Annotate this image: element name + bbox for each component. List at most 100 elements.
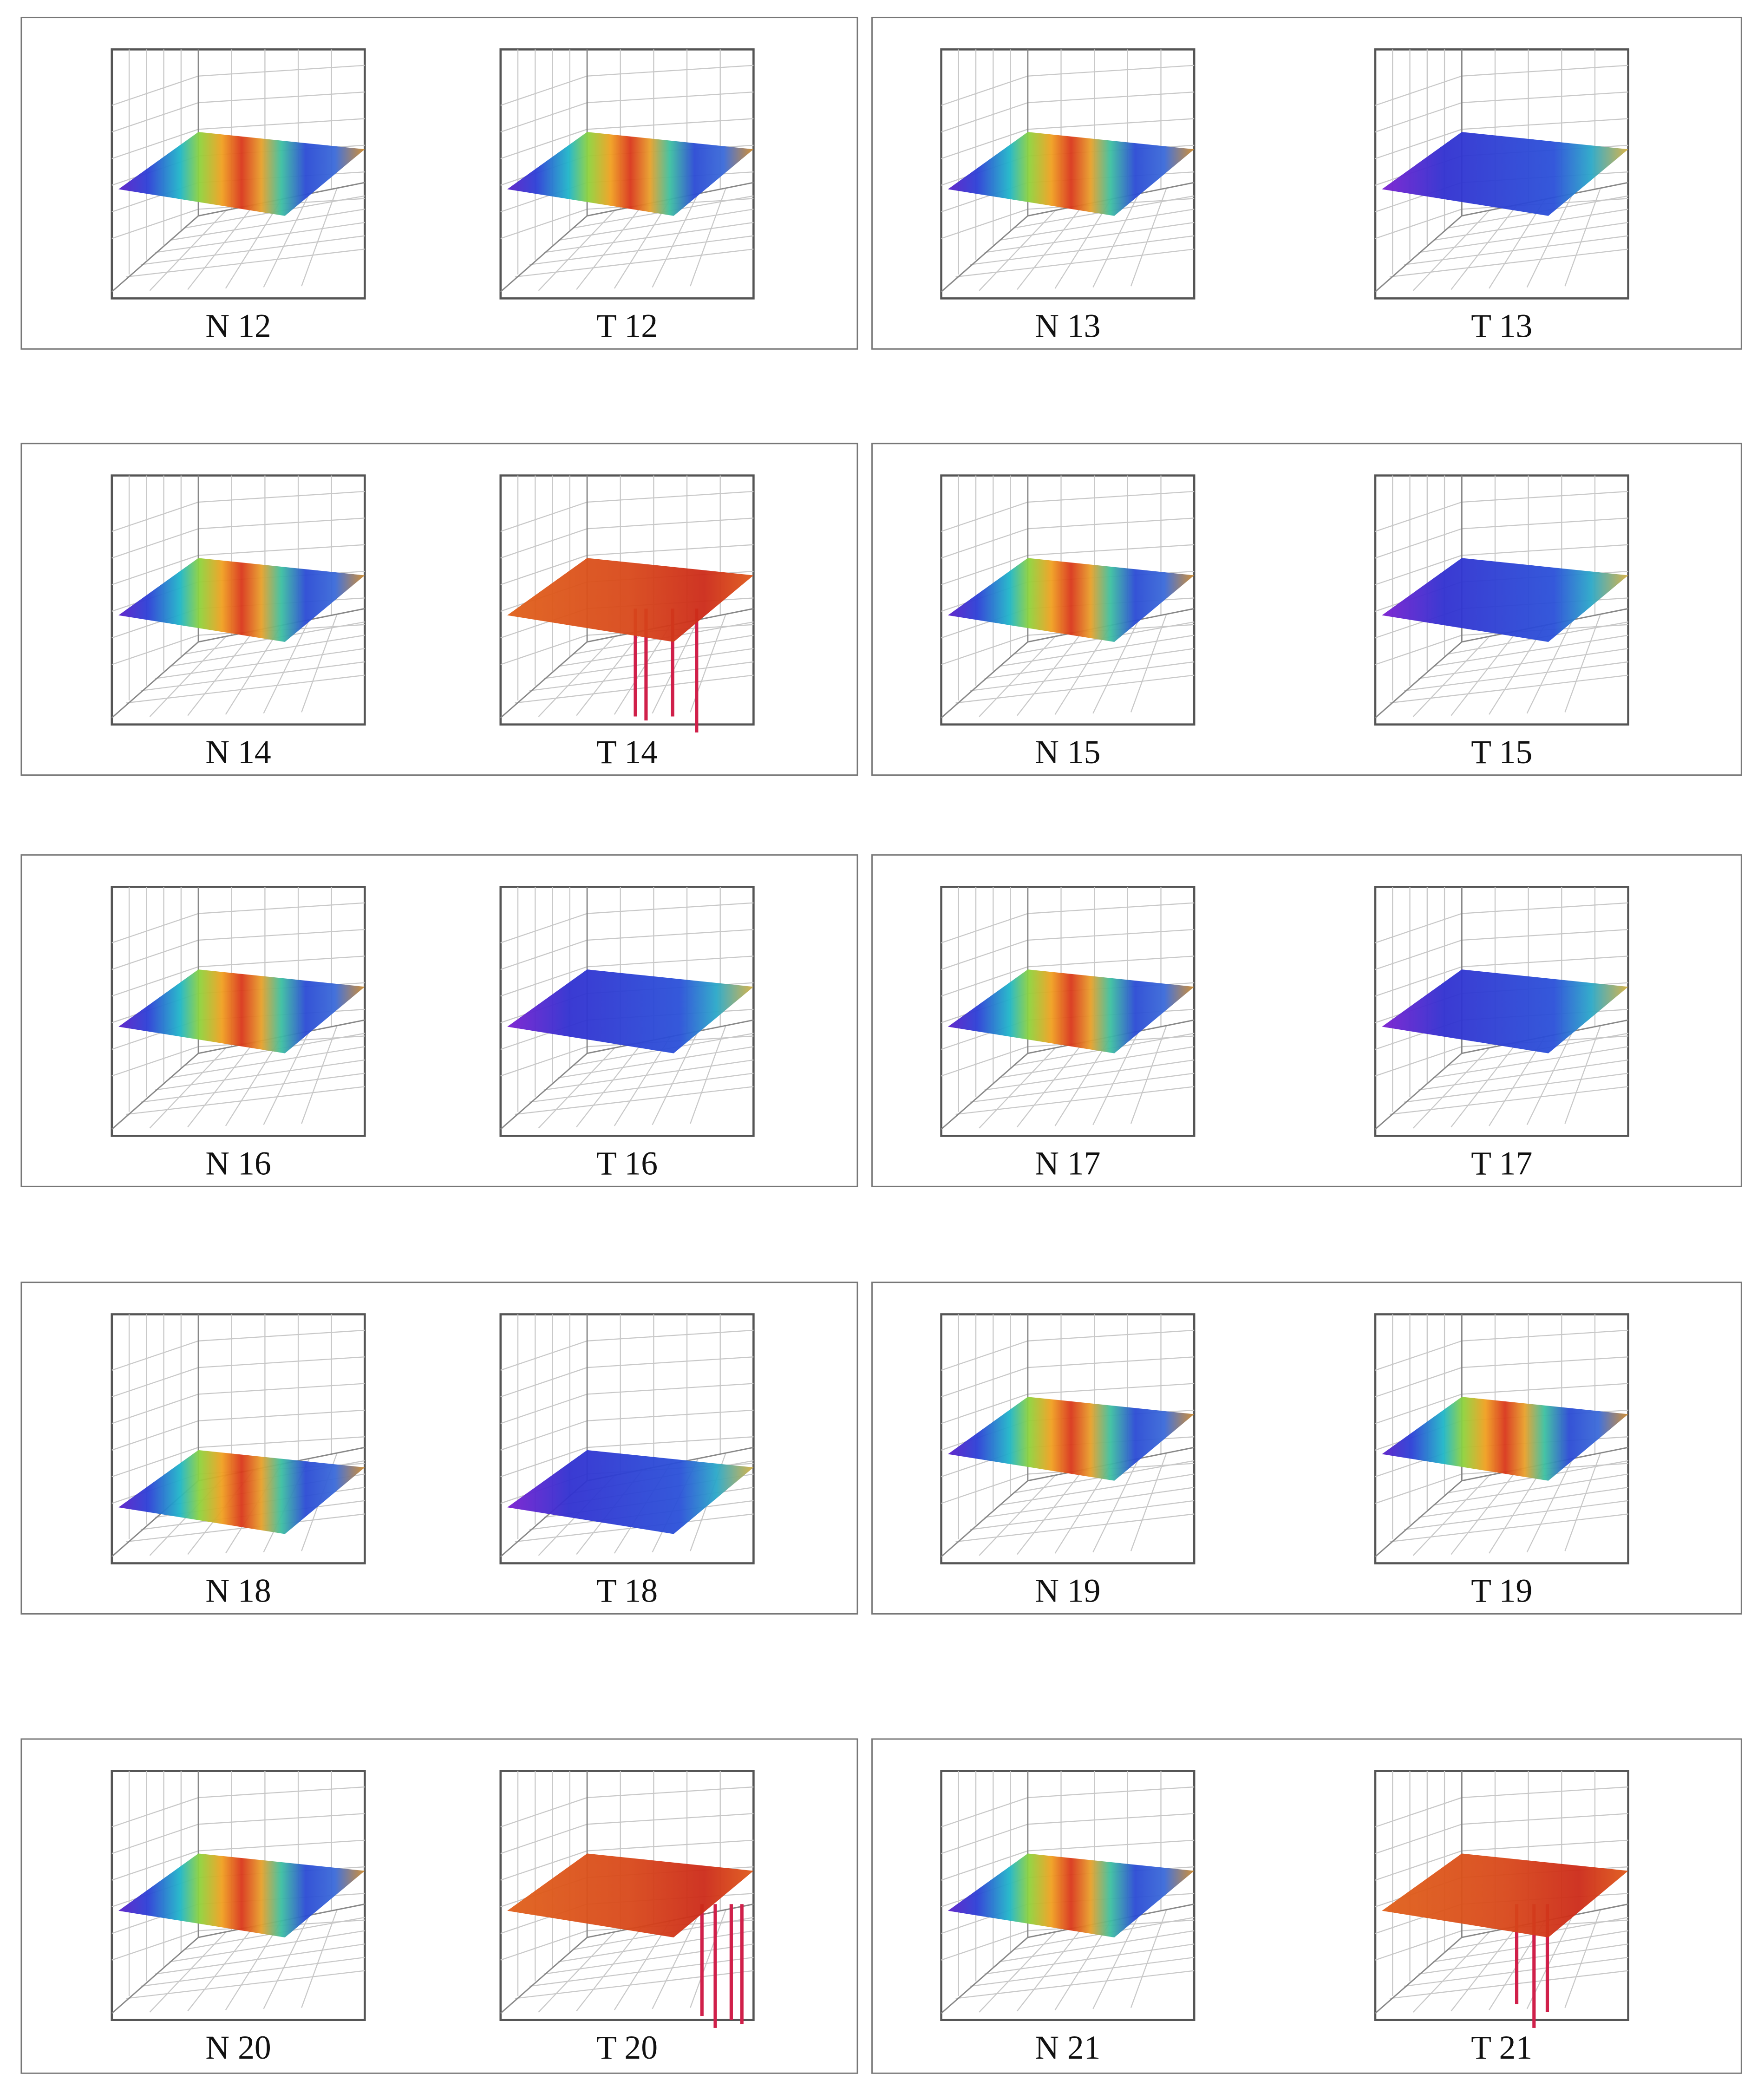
- grid-line: [941, 1930, 1028, 1961]
- grid-line: [1375, 1930, 1462, 1961]
- grid-line: [500, 501, 588, 532]
- grid-line: [941, 528, 1028, 559]
- grid-line: [614, 199, 671, 289]
- grid-line: [198, 1786, 365, 1799]
- grid-line: [941, 1393, 1028, 1424]
- grid-line: [111, 1930, 199, 1961]
- grid-line: [999, 1046, 1195, 1079]
- spike: [729, 1904, 733, 2020]
- plot-label: T 20: [596, 2029, 658, 2066]
- surface: [507, 558, 754, 642]
- grid-line: [198, 1409, 365, 1421]
- grid-line: [198, 1383, 365, 1395]
- grid-line: [587, 1409, 754, 1421]
- spike: [695, 608, 699, 733]
- grid-line: [1462, 1329, 1628, 1341]
- grid-line: [500, 1447, 588, 1478]
- grid-line: [979, 1047, 1056, 1129]
- grid-line: [587, 91, 754, 104]
- grid-line: [1418, 222, 1628, 253]
- grid-line: [970, 1956, 1195, 1987]
- grid-line: [111, 1393, 199, 1424]
- grid-line: [941, 1046, 1028, 1077]
- grid-line: [1462, 1356, 1628, 1368]
- grid-line: [1389, 1970, 1628, 1999]
- grid-line: [198, 65, 365, 77]
- grid-line: [941, 1850, 1028, 1881]
- plot-label: N 17: [1035, 1145, 1100, 1182]
- panel: N 17 T 17: [871, 854, 1742, 1187]
- grid-line: [198, 902, 365, 914]
- grid-line: [1017, 1926, 1084, 2012]
- grid-line: [263, 619, 310, 714]
- grid-line: [155, 648, 365, 679]
- grid-line: [1389, 674, 1628, 704]
- grid-line: [970, 235, 1195, 265]
- grid-line: [652, 1915, 699, 2009]
- grid-line: [1054, 1036, 1111, 1126]
- grid-line: [614, 1036, 671, 1126]
- grid-line: [941, 966, 1028, 997]
- grid-line: [1462, 544, 1628, 556]
- grid-line: [970, 661, 1195, 692]
- grid-line: [587, 1329, 754, 1341]
- grid-line: [198, 1839, 365, 1851]
- grid-line: [500, 75, 588, 106]
- surface: [947, 558, 1195, 642]
- grid-line: [529, 235, 754, 265]
- grid-line: [198, 1436, 365, 1448]
- grid-line: [500, 966, 588, 997]
- grid-line: [187, 630, 255, 716]
- grid-line: [198, 491, 365, 503]
- grid-line: [587, 517, 754, 530]
- grid-line: [587, 1839, 754, 1851]
- panel: N 12 T 12: [20, 17, 858, 350]
- grid-line: [538, 209, 615, 291]
- grid-line: [587, 1436, 754, 1448]
- grid-line: [500, 1420, 588, 1451]
- surface: [507, 1853, 754, 1937]
- grid-line: [1027, 65, 1195, 77]
- grid-line: [155, 1943, 365, 1975]
- grid-line: [1564, 1909, 1601, 2008]
- surface: [1382, 969, 1628, 1053]
- plot-label: N 18: [205, 1572, 271, 1609]
- grid-line: [941, 1824, 1028, 1854]
- grid-line: [941, 1367, 1028, 1398]
- grid-line: [1375, 129, 1462, 159]
- grid-line: [111, 939, 199, 970]
- panel: N 15 T 15: [871, 443, 1742, 776]
- grid-line: [538, 636, 615, 717]
- grid-line: [999, 1473, 1195, 1506]
- grid-line: [1450, 1042, 1518, 1127]
- grid-line: [941, 129, 1028, 159]
- grid-line: [1418, 1486, 1628, 1518]
- grid-line: [1404, 1500, 1628, 1531]
- grid-line: [1027, 1383, 1195, 1395]
- plot-label: T 13: [1471, 307, 1532, 345]
- grid-line: [576, 1042, 643, 1127]
- grid-line: [1450, 630, 1518, 716]
- grid-line: [984, 1059, 1195, 1091]
- grid-line: [500, 1367, 588, 1398]
- grid-line: [979, 209, 1056, 291]
- grid-line: [198, 91, 365, 104]
- grid-line: [1462, 65, 1628, 77]
- plot-label: N 16: [205, 1145, 271, 1182]
- grid-line: [301, 614, 338, 713]
- panel: N 21 T 21: [871, 1738, 1742, 2074]
- grid-line: [1462, 1383, 1628, 1395]
- grid-line: [1564, 1025, 1601, 1124]
- grid-line: [500, 1850, 588, 1881]
- grid-line: [1412, 1475, 1490, 1556]
- grid-line: [614, 625, 671, 715]
- grid-line: [1489, 1036, 1546, 1126]
- grid-line: [558, 635, 754, 667]
- grid-line: [1130, 188, 1167, 287]
- panel-box: [871, 1738, 1742, 2074]
- surface: [947, 1397, 1195, 1481]
- grid-line: [515, 249, 754, 278]
- plot-label: N 12: [205, 307, 271, 345]
- panel-box: [871, 1282, 1742, 1615]
- grid-line: [614, 1920, 671, 2010]
